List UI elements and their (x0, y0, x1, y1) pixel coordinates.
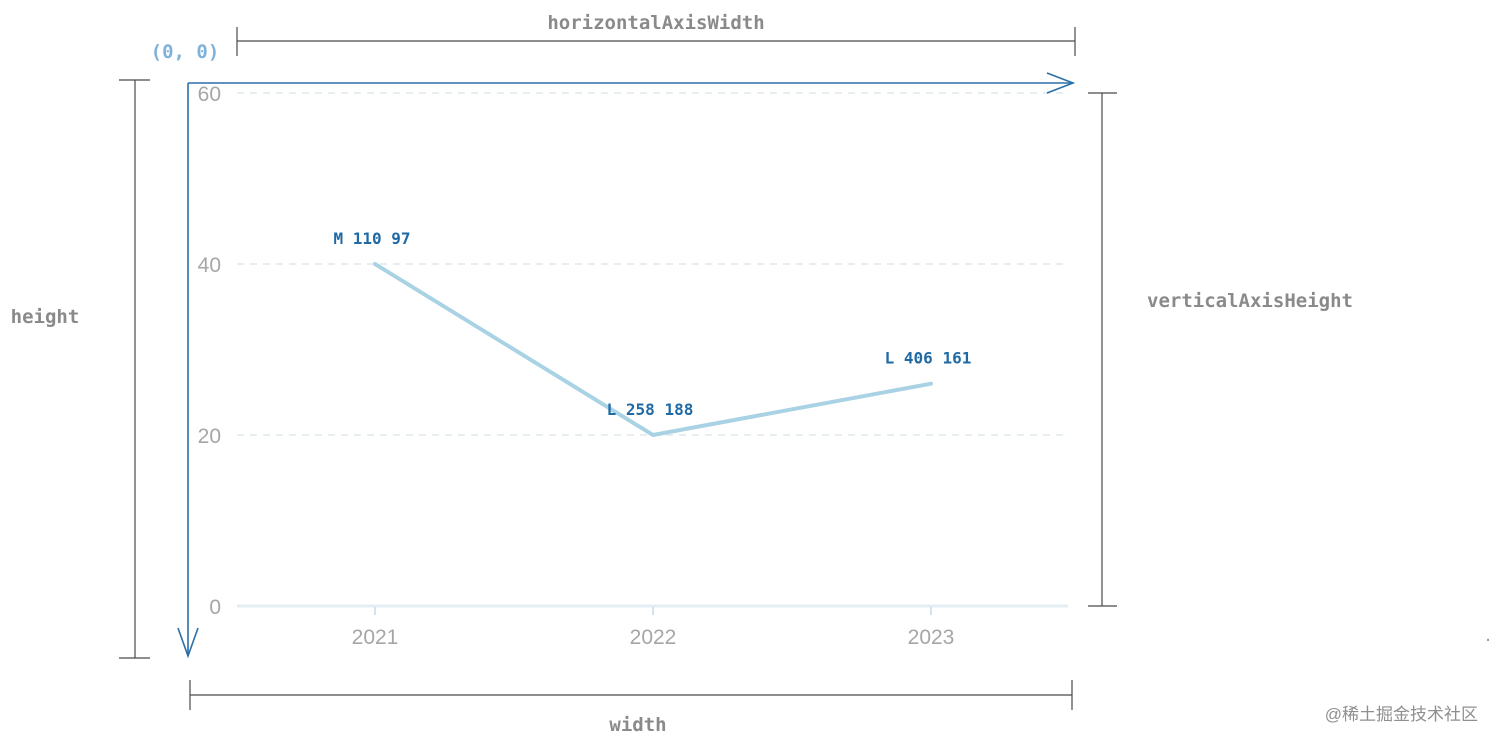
path-command-label: M 110 97 (333, 229, 410, 248)
height-dimension: height (11, 79, 150, 659)
x-tick-label: 2023 (908, 626, 955, 649)
y-tick-label: 60 (198, 83, 221, 106)
y-axis-tick-labels: 0 20 40 60 (198, 83, 221, 619)
vertical-axis-height-dimension: verticalAxisHeight (1088, 92, 1353, 607)
width-label: width (609, 714, 666, 736)
origin-label: (0, 0) (151, 41, 220, 63)
height-label: height (11, 306, 80, 328)
path-command-label: L 258 188 (607, 400, 694, 419)
width-dimension: width (189, 680, 1073, 736)
y-tick-label: 20 (198, 425, 221, 448)
vertical-axis-height-label: verticalAxisHeight (1147, 290, 1353, 312)
chart-series (373, 262, 933, 437)
svg-coordinate-axes (177, 72, 1076, 659)
path-command-label: L 406 161 (885, 349, 972, 368)
y-tick-label: 40 (198, 254, 221, 277)
chart-gridlines (237, 92, 1068, 608)
x-tick-label: 2021 (352, 626, 399, 649)
y-axis-arrowhead-icon (177, 627, 199, 659)
horizontal-axis-width-label: horizontalAxisWidth (547, 12, 764, 34)
y-tick-label: 0 (209, 596, 221, 619)
stray-dot: . (1485, 624, 1491, 646)
horizontal-axis-width-dimension: horizontalAxisWidth (236, 12, 1076, 56)
x-axis-arrowhead-icon (1046, 72, 1076, 94)
x-tick-label: 2022 (630, 626, 677, 649)
path-command-annotations: M 110 97 L 258 188 L 406 161 (333, 229, 971, 419)
series-line (373, 262, 933, 437)
x-axis-tick-labels: 2021 2022 2023 (352, 607, 955, 649)
watermark-text: @稀土掘金技术社区 (1325, 705, 1478, 724)
